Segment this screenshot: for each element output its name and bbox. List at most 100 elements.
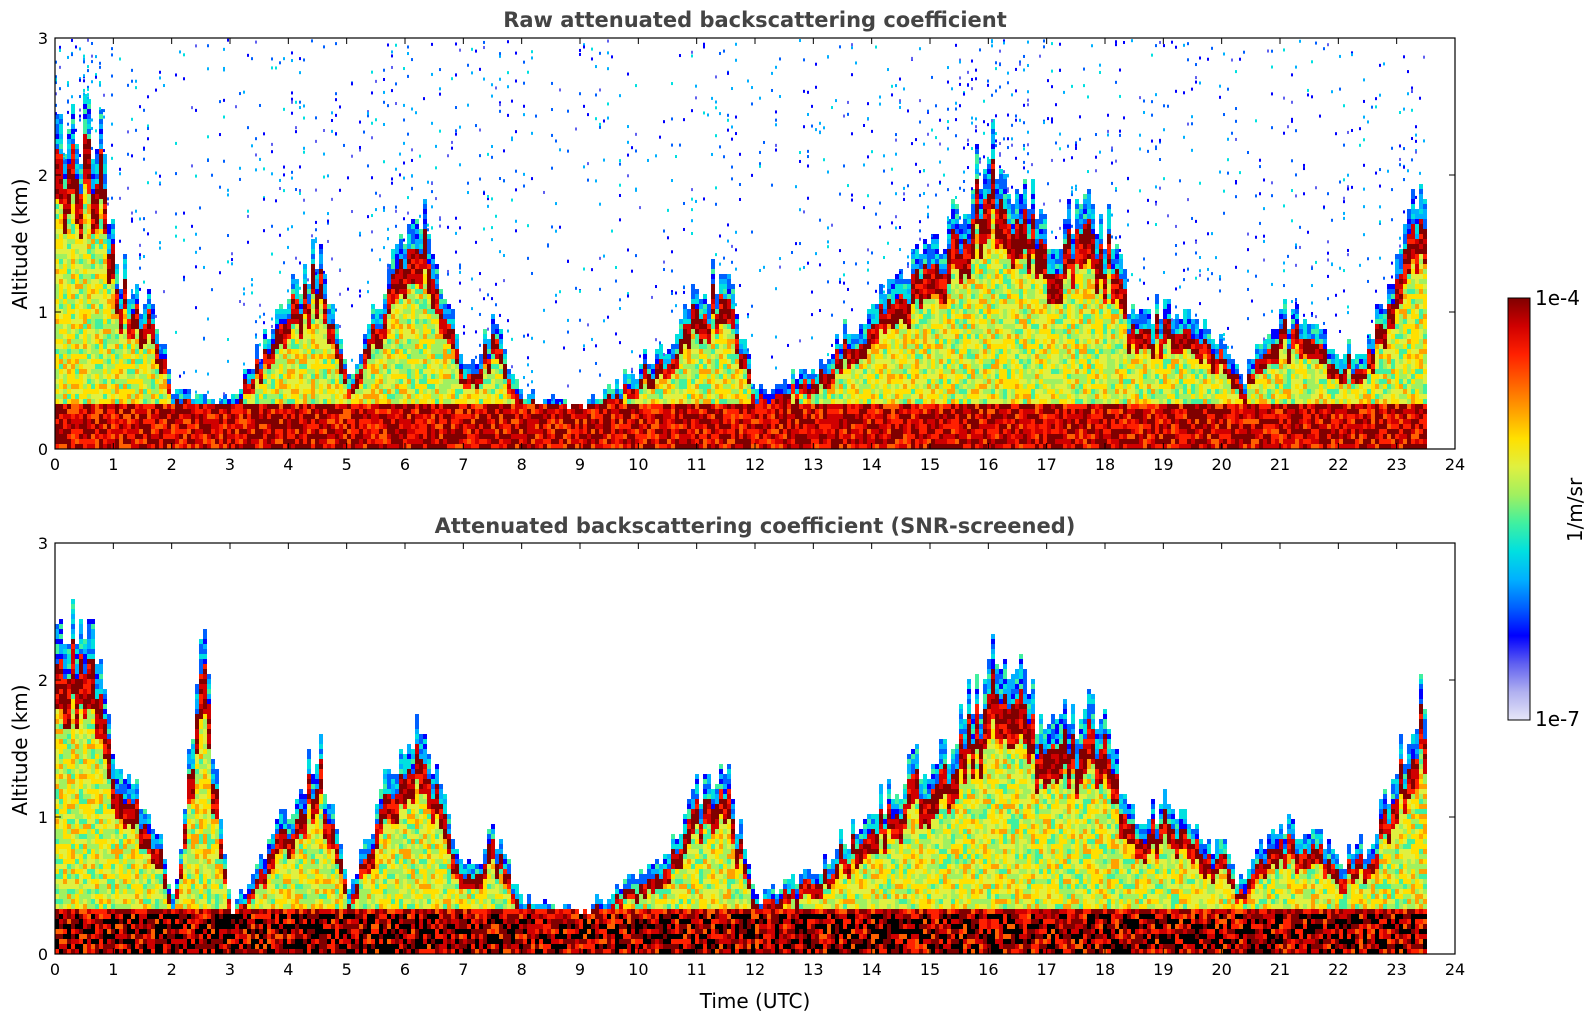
heatmap-cell (707, 319, 711, 324)
noise-speck (143, 108, 145, 112)
heatmap-cell (351, 439, 355, 444)
heatmap-cell (415, 239, 419, 244)
heatmap-cell (131, 334, 135, 339)
heatmap-cell (55, 274, 59, 279)
heatmap-cell (435, 414, 439, 419)
heatmap-cell (263, 429, 267, 434)
noise-speck (567, 318, 569, 322)
noise-speck (435, 166, 437, 170)
heatmap-cell (63, 344, 67, 349)
heatmap-cell (395, 439, 399, 444)
heatmap-cell (71, 164, 75, 169)
heatmap-cell (83, 234, 87, 239)
heatmap-cell (319, 319, 323, 324)
heatmap-cell (127, 409, 131, 414)
heatmap-cell (607, 424, 611, 429)
noise-speck (351, 210, 353, 214)
noise-speck (219, 398, 221, 402)
noise-speck (263, 196, 265, 200)
heatmap-cell (455, 389, 459, 394)
noise-speck (287, 289, 289, 293)
heatmap-cell (203, 394, 207, 399)
noise-speck (359, 294, 361, 298)
heatmap-cell (95, 189, 99, 194)
heatmap-cell (107, 269, 111, 274)
heatmap-cell (587, 404, 591, 409)
heatmap-cell (287, 379, 291, 384)
heatmap-cell (455, 409, 459, 414)
heatmap-cell (487, 419, 491, 424)
noise-speck (147, 181, 149, 185)
noise-speck (315, 228, 317, 232)
heatmap-cell (319, 279, 323, 284)
heatmap-cell (99, 294, 103, 299)
heatmap-cell (387, 439, 391, 444)
heatmap-cell (403, 289, 407, 294)
heatmap-cell (359, 414, 363, 419)
noise-speck (131, 68, 133, 72)
heatmap-cell (391, 359, 395, 364)
heatmap-cell (379, 329, 383, 334)
heatmap-cell (543, 439, 547, 444)
heatmap-cell (355, 384, 359, 389)
heatmap-cell (79, 224, 83, 229)
heatmap-cell (503, 444, 507, 449)
heatmap-cell (391, 319, 395, 324)
heatmap-cell (299, 429, 303, 434)
heatmap-cell (311, 439, 315, 444)
heatmap-cell (387, 424, 391, 429)
heatmap-cell (111, 419, 115, 424)
heatmap-cell (415, 344, 419, 349)
heatmap-cell (63, 384, 67, 389)
heatmap-cell (123, 394, 127, 399)
heatmap-cell (55, 354, 59, 359)
heatmap-cell (315, 409, 319, 414)
heatmap-cell (83, 324, 87, 329)
heatmap-cell (83, 419, 87, 424)
heatmap-cell (415, 309, 419, 314)
heatmap-cell (319, 289, 323, 294)
heatmap-cell (431, 369, 435, 374)
noise-speck (231, 262, 233, 266)
heatmap-cell (591, 444, 595, 449)
panel-raw-title: Raw attenuated backscattering coefficien… (503, 8, 1007, 32)
heatmap-cell (447, 359, 451, 364)
noise-speck (315, 220, 317, 224)
heatmap-cell (503, 404, 507, 409)
heatmap-cell (263, 439, 267, 444)
heatmap-cell (279, 379, 283, 384)
noise-speck (87, 87, 89, 91)
heatmap-cell (487, 414, 491, 419)
noise-speck (387, 266, 389, 270)
heatmap-cell (379, 384, 383, 389)
heatmap-cell (59, 279, 63, 284)
heatmap-cell (103, 429, 107, 434)
heatmap-cell (439, 419, 443, 424)
heatmap-cell (119, 294, 123, 299)
heatmap-cell (407, 284, 411, 289)
heatmap-cell (391, 394, 395, 399)
heatmap-cell (67, 164, 71, 169)
heatmap-cell (99, 269, 103, 274)
heatmap-cell (59, 434, 63, 439)
heatmap-cell (707, 344, 711, 349)
heatmap-cell (303, 324, 307, 329)
heatmap-cell (75, 409, 79, 414)
heatmap-cell (239, 439, 243, 444)
heatmap-cell (631, 399, 635, 404)
heatmap-cell (419, 424, 423, 429)
heatmap-cell (75, 214, 79, 219)
noise-speck (339, 324, 341, 328)
heatmap-cell (671, 419, 675, 424)
heatmap-cell (103, 254, 107, 259)
noise-speck (695, 84, 697, 88)
heatmap-cell (319, 369, 323, 374)
heatmap-cell (475, 409, 479, 414)
heatmap-cell (655, 389, 659, 394)
heatmap-cell (471, 409, 475, 414)
heatmap-cell (271, 424, 275, 429)
heatmap-cell (431, 304, 435, 309)
heatmap-cell (595, 444, 599, 449)
heatmap-cell (495, 429, 499, 434)
heatmap-cell (443, 349, 447, 354)
